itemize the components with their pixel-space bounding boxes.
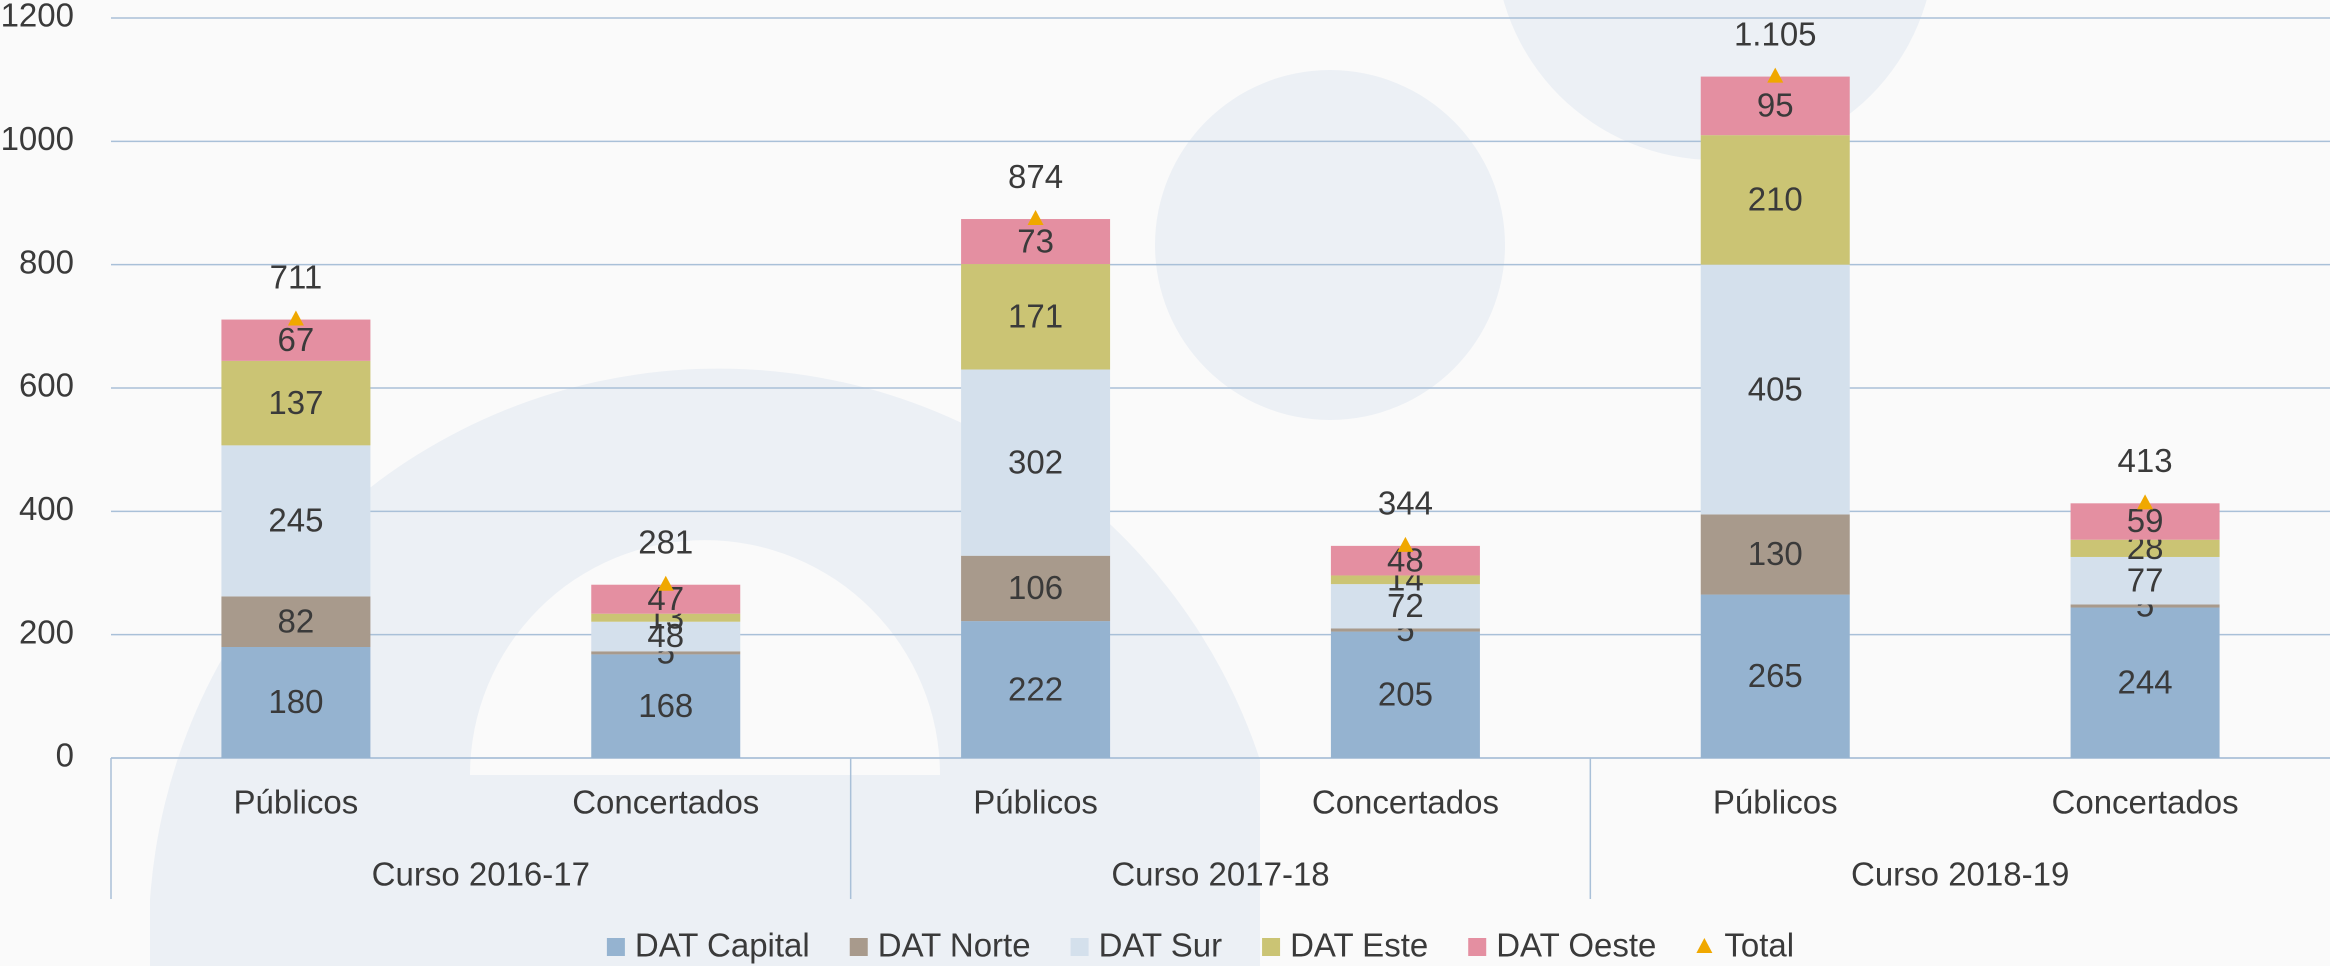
data-label: 405 [1748, 370, 1803, 407]
bar-segment [591, 613, 741, 622]
data-label: 106 [1008, 569, 1063, 606]
data-label: 137 [268, 384, 323, 421]
group-label: Curso 2016-17 [372, 856, 590, 893]
legend-label: DAT Capital [635, 927, 810, 964]
bar-segment [221, 647, 371, 758]
bar-segment [961, 621, 1111, 758]
bar-segment [2070, 604, 2220, 608]
total-marker [1767, 67, 1784, 83]
bar-segment [961, 264, 1111, 370]
total-marker [1027, 210, 1044, 226]
x-tick-label: Concertados [1312, 784, 1499, 821]
bar-segment [1700, 76, 1850, 136]
total-label: 711 [270, 258, 323, 295]
data-label: 73 [1017, 222, 1054, 259]
data-label: 67 [278, 321, 315, 358]
y-tick-label: 600 [19, 367, 74, 404]
y-tick-label: 1200 [1, 0, 74, 34]
data-label: 48 [647, 617, 684, 654]
legend-item: DAT Este [1262, 927, 1428, 964]
bar-segment [591, 651, 741, 655]
bar-segment [2070, 607, 2220, 758]
bar-segment [961, 369, 1111, 556]
legend-swatch [606, 938, 625, 956]
bar-segment [1330, 575, 1480, 585]
data-label: 222 [1008, 670, 1063, 707]
bar-segment [591, 621, 741, 652]
legend-item: DAT Oeste [1468, 927, 1656, 964]
bar-segment [2070, 556, 2220, 605]
legend-swatch [1468, 938, 1487, 956]
data-label: 72 [1387, 587, 1424, 624]
data-label: 205 [1378, 676, 1433, 713]
legend-item: DAT Norte [849, 927, 1031, 964]
legend-swatch [1696, 938, 1713, 953]
bar-segment [591, 654, 741, 758]
bar-segment [1330, 628, 1480, 632]
x-tick-label: Públicos [234, 784, 359, 821]
data-label: 244 [2118, 663, 2173, 700]
total-label: 281 [638, 523, 693, 560]
y-tick-label: 200 [19, 613, 74, 650]
legend-item: Total [1696, 927, 1794, 964]
data-label: 302 [1008, 443, 1063, 480]
total-marker [1397, 536, 1414, 552]
x-tick-label: Públicos [973, 784, 1098, 821]
bar-segment [221, 596, 371, 647]
legend-item: DAT Sur [1070, 927, 1222, 964]
x-tick-label: Concertados [572, 784, 759, 821]
legend-label: DAT Oeste [1496, 927, 1656, 964]
bar-segment [221, 360, 371, 446]
bar-segment [1700, 594, 1850, 758]
bar-segment [2070, 503, 2220, 540]
total-marker [657, 575, 674, 591]
group-label: Curso 2018-19 [1851, 856, 2069, 893]
bar-segment [1700, 135, 1850, 265]
legend-label: Total [1724, 927, 1794, 964]
bar-segment [1700, 264, 1850, 515]
data-label: 265 [1748, 657, 1803, 694]
data-label: 180 [268, 683, 323, 720]
data-label: 82 [278, 602, 315, 639]
legend-label: DAT Norte [878, 927, 1031, 964]
y-tick-label: 400 [19, 490, 74, 527]
legend-swatch [1262, 938, 1281, 956]
total-label: 413 [2118, 442, 2173, 479]
total-marker [287, 310, 304, 326]
data-label: 171 [1008, 297, 1063, 334]
legend-label: DAT Este [1290, 927, 1428, 964]
bar-segment [961, 555, 1111, 622]
bar-segment [2070, 539, 2220, 557]
data-label: 210 [1748, 181, 1803, 218]
total-label: 1.105 [1734, 15, 1817, 52]
y-tick-label: 1000 [1, 120, 74, 157]
group-label: Curso 2017-18 [1111, 856, 1329, 893]
bar-segment [221, 319, 371, 361]
legend-label: DAT Sur [1099, 927, 1222, 964]
legend-swatch [1070, 938, 1089, 956]
data-label: 168 [638, 687, 693, 724]
data-label: 130 [1748, 535, 1803, 572]
legend-swatch [849, 938, 868, 956]
bar-segment [221, 445, 371, 597]
data-label: 95 [1757, 87, 1794, 124]
y-tick-label: 0 [56, 737, 74, 774]
x-tick-label: Públicos [1713, 784, 1838, 821]
bar-segment [1700, 514, 1850, 595]
total-marker [2137, 494, 2154, 510]
legend-item: DAT Capital [606, 927, 810, 964]
data-label: 77 [2127, 561, 2164, 598]
total-label: 874 [1008, 158, 1063, 195]
bar-segment [1330, 584, 1480, 629]
total-label: 344 [1378, 485, 1433, 522]
y-tick-label: 800 [19, 243, 74, 280]
data-label: 245 [268, 502, 323, 539]
x-tick-label: Concertados [2052, 784, 2239, 821]
bar-segment [961, 219, 1111, 265]
bar-segment [1330, 631, 1480, 758]
